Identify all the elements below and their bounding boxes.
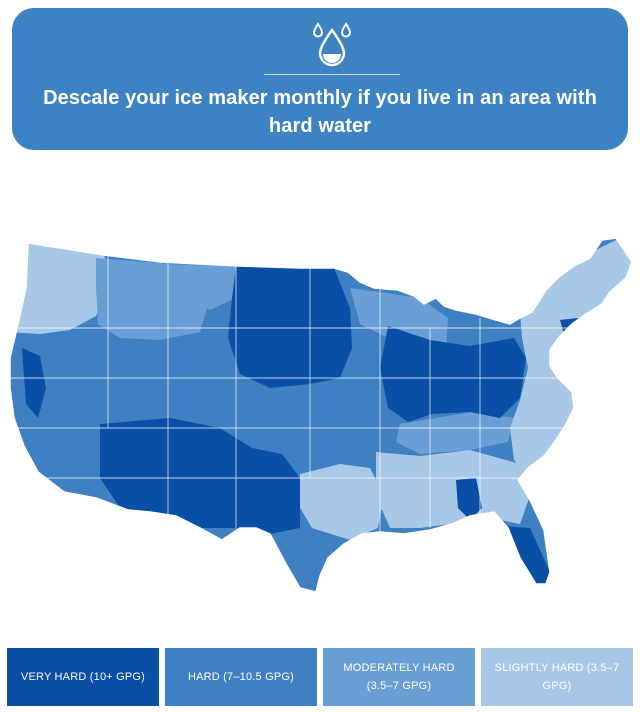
banner-headline: Descale your ice maker monthly if you li…: [43, 87, 597, 137]
hardness-legend: VERY HARD (10+ GPG) HARD (7–10.5 GPG) MO…: [7, 648, 633, 708]
legend-label: HARD (7–10.5 GPG): [187, 671, 295, 683]
legend-label: SLIGHTLY HARD (3.5–7 GPG): [494, 662, 620, 692]
water-drops-icon: [312, 22, 352, 67]
legend-very-hard: VERY HARD (10+ GPG): [7, 648, 159, 706]
legend-hard: HARD (7–10.5 GPG): [165, 648, 317, 706]
headline-banner: Descale your ice maker monthly if you li…: [12, 8, 628, 150]
legend-slightly-hard: SLIGHTLY HARD (3.5–7 GPG): [481, 648, 633, 706]
us-water-hardness-map: [9, 237, 633, 593]
legend-label: VERY HARD (10+ GPG): [20, 671, 146, 683]
legend-label: MODERATELY HARD (3.5–7 GPG): [343, 662, 455, 692]
legend-moderately-hard: MODERATELY HARD (3.5–7 GPG): [323, 648, 475, 706]
banner-divider: [264, 74, 400, 75]
